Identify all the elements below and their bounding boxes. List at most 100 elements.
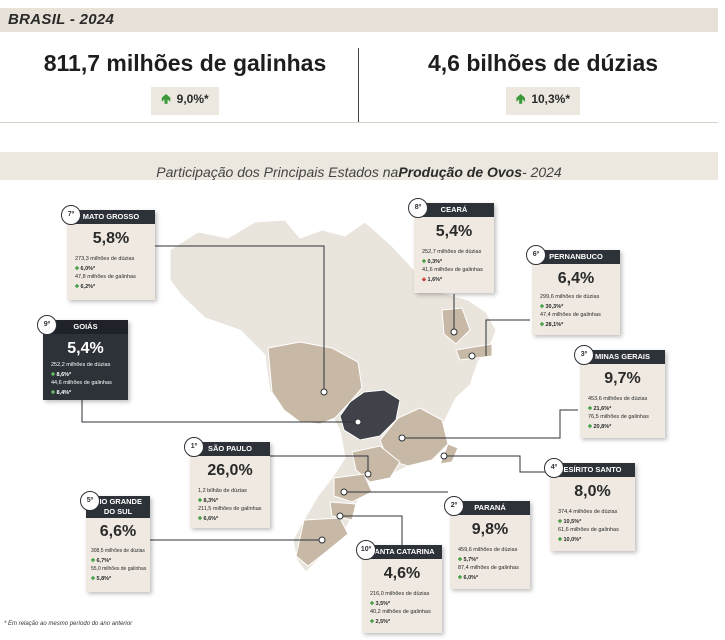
- state-name: RIO GRANDE DO SUL: [86, 496, 150, 518]
- state-hens: 87,4 milhões de galinhas: [458, 565, 519, 571]
- section-title: Participação dos Principais Estados na P…: [156, 164, 562, 180]
- up-arrow-icon: 🢁: [540, 322, 544, 328]
- state-hens-change: 🢁 10,0%*: [558, 537, 582, 543]
- state-hens: 41,6 milhões de galinhas: [422, 267, 483, 273]
- state-hens-change: 🢁 8,4%*: [51, 390, 72, 396]
- map-state-minas-gerais: [379, 407, 449, 467]
- state-hens: 47,8 milhões de galinhas: [75, 274, 136, 280]
- rank-badge: 5º: [80, 491, 100, 511]
- kpi-hens-value: 811,7 milhões de galinhas: [43, 50, 327, 76]
- state-name: GOIÁS: [43, 320, 128, 334]
- state-share: 4,6%: [383, 565, 421, 582]
- state-share: 6,6%: [99, 523, 137, 540]
- state-card-mato-grosso: MATO GROSSO 7º 5,8% 273,3 milhões de dúz…: [61, 205, 155, 300]
- state-dozens: 374,4 milhões de dúzias: [558, 509, 618, 515]
- header-divider: [0, 122, 718, 123]
- section-title-bar: Participação dos Principais Estados na P…: [0, 152, 718, 180]
- rank-badge: 7º: [61, 205, 81, 225]
- state-share: 5,8%: [92, 230, 130, 247]
- marker-rio-grande-do-sul: [318, 536, 326, 544]
- up-arrow-icon: 🢁: [588, 406, 592, 412]
- state-card-minas-gerais: MINAS GERAIS 3º 9,7% 453,6 milhões de dú…: [574, 345, 665, 438]
- leader-pernambuco: [485, 319, 530, 356]
- map-markers: [318, 328, 476, 544]
- map-state-goias: [339, 389, 401, 441]
- state-dozens: 453,6 milhões de dúzias: [588, 396, 648, 402]
- state-hens: 44,6 milhões de galinhas: [51, 380, 112, 386]
- up-arrow-icon: 🢁: [75, 266, 79, 272]
- state-hens: 61,6 milhões de galinhas: [558, 527, 619, 533]
- state-dozens-change: 🢁 3,5%*: [370, 601, 391, 607]
- state-hens: 76,5 milhões de galinhas: [588, 414, 649, 420]
- up-arrow-icon: 🢁: [198, 516, 202, 522]
- up-arrow-icon: 🢁: [370, 601, 374, 607]
- kpi-hens-change: 9,0%*: [176, 92, 209, 106]
- state-dozens: 299,6 milhões de dúzias: [540, 294, 600, 300]
- footnote: * Em relação ao mesmo período do ano ant…: [4, 621, 133, 627]
- leader-goias: [81, 400, 358, 423]
- kpi-hens: 811,7 milhões de galinhas 🢁 9,0%*: [10, 50, 360, 115]
- up-arrow-icon: 🢁: [75, 284, 79, 290]
- kpi-dozens-change: 10,3%*: [531, 92, 571, 106]
- marker-pernambuco: [468, 352, 476, 360]
- marker-parana: [340, 488, 348, 496]
- state-dozens-change: 🢁 5,7%*: [458, 557, 479, 563]
- state-card-goias: GOIÁS 9º 5,4% 252,2 milhões de dúzias 🢁 …: [37, 315, 128, 400]
- header-bar: BRASIL - 2024: [0, 8, 718, 32]
- up-arrow-icon: 🢁: [91, 558, 95, 564]
- state-name: MATO GROSSO: [67, 210, 155, 224]
- state-hens-change: 🢁 6,0%*: [458, 575, 479, 581]
- marker-sao-paulo: [364, 470, 372, 478]
- leader-mato-grosso: [155, 245, 325, 392]
- state-hens-change: 🢁 6,6%*: [198, 516, 219, 522]
- state-dozens-change: 🢁 30,3%*: [540, 304, 564, 310]
- marker-santa-catarina: [336, 512, 344, 520]
- rank-badge: 6º: [526, 245, 546, 265]
- state-share: 9,8%: [471, 521, 509, 538]
- up-arrow-icon: 🢁: [540, 304, 544, 310]
- rank-badge: 1º: [184, 437, 204, 457]
- rank-badge: 4º: [544, 458, 564, 478]
- up-arrow-icon: 🢁: [458, 575, 462, 581]
- state-name: PERNANBUCO: [532, 250, 620, 264]
- up-arrow-icon: 🢁: [588, 424, 592, 430]
- leader-santa-catarina: [340, 515, 403, 545]
- state-dozens-change: 🢁 8,6%*: [51, 372, 72, 378]
- up-arrow-icon: 🢁: [51, 390, 55, 396]
- header-title: BRASIL - 2024: [8, 11, 115, 28]
- up-arrow-icon: 🢁: [51, 372, 55, 378]
- kpi-dozens-value: 4,6 bilhões de dúzias: [427, 50, 659, 76]
- state-hens-change: 🢁 2,5%*: [370, 619, 391, 625]
- up-arrow-icon: 🢁: [91, 576, 95, 582]
- map-state-sao-paulo: [351, 445, 401, 483]
- kpi-divider: [358, 48, 359, 122]
- state-dozens: 252,7 milhões de dúzias: [422, 249, 482, 255]
- state-card-rio-grande-do-sul: RIO GRANDE DO SUL 5º 6,6% 308,5 milhões d…: [80, 491, 150, 592]
- up-arrow-icon: 🢁: [515, 91, 526, 106]
- state-share: 5,4%: [435, 223, 473, 240]
- map-state-ceara: [441, 307, 471, 345]
- state-share: 6,4%: [557, 270, 595, 287]
- rank-badge: 9º: [37, 315, 57, 335]
- kpi-dozens: 4,6 bilhões de dúzias 🢁 10,3%*: [368, 50, 718, 115]
- state-name: SANTA CATARINA: [362, 545, 442, 559]
- kpi-dozens-change-badge: 🢁 10,3%*: [505, 87, 581, 115]
- rank-badge: 8º: [408, 198, 428, 218]
- state-dozens-change: 🢁 8,3%*: [198, 498, 219, 504]
- up-arrow-icon: 🢁: [198, 498, 202, 504]
- leader-sao-paulo: [270, 455, 369, 474]
- leader-espirito-santo: [444, 455, 548, 473]
- state-dozens: 1,2 bilhão de dúzias: [198, 488, 247, 494]
- state-name: SÃO PAULO: [190, 442, 270, 456]
- state-dozens-change: 🢁 6,0%*: [75, 266, 96, 272]
- state-hens: 40,2 milhões de galinhas: [370, 609, 431, 615]
- state-hens-change: 🢁 28,1%*: [540, 322, 564, 328]
- state-dozens-change: 🢁 6,7%*: [91, 558, 112, 564]
- marker-espirito-santo: [440, 452, 448, 460]
- rank-badge: 10º: [356, 540, 376, 560]
- state-card-ceara: CEARÁ 8º 5,4% 252,7 milhões de dúzias 🢁 …: [408, 198, 494, 293]
- state-card-espirito-santo: ESÍRITO SANTO 4º 8,0% 374,4 milhões de d…: [544, 458, 635, 551]
- state-name: ESÍRITO SANTO: [550, 463, 635, 477]
- map-state-mato-grosso: [267, 341, 363, 425]
- up-arrow-icon: 🢁: [458, 557, 462, 563]
